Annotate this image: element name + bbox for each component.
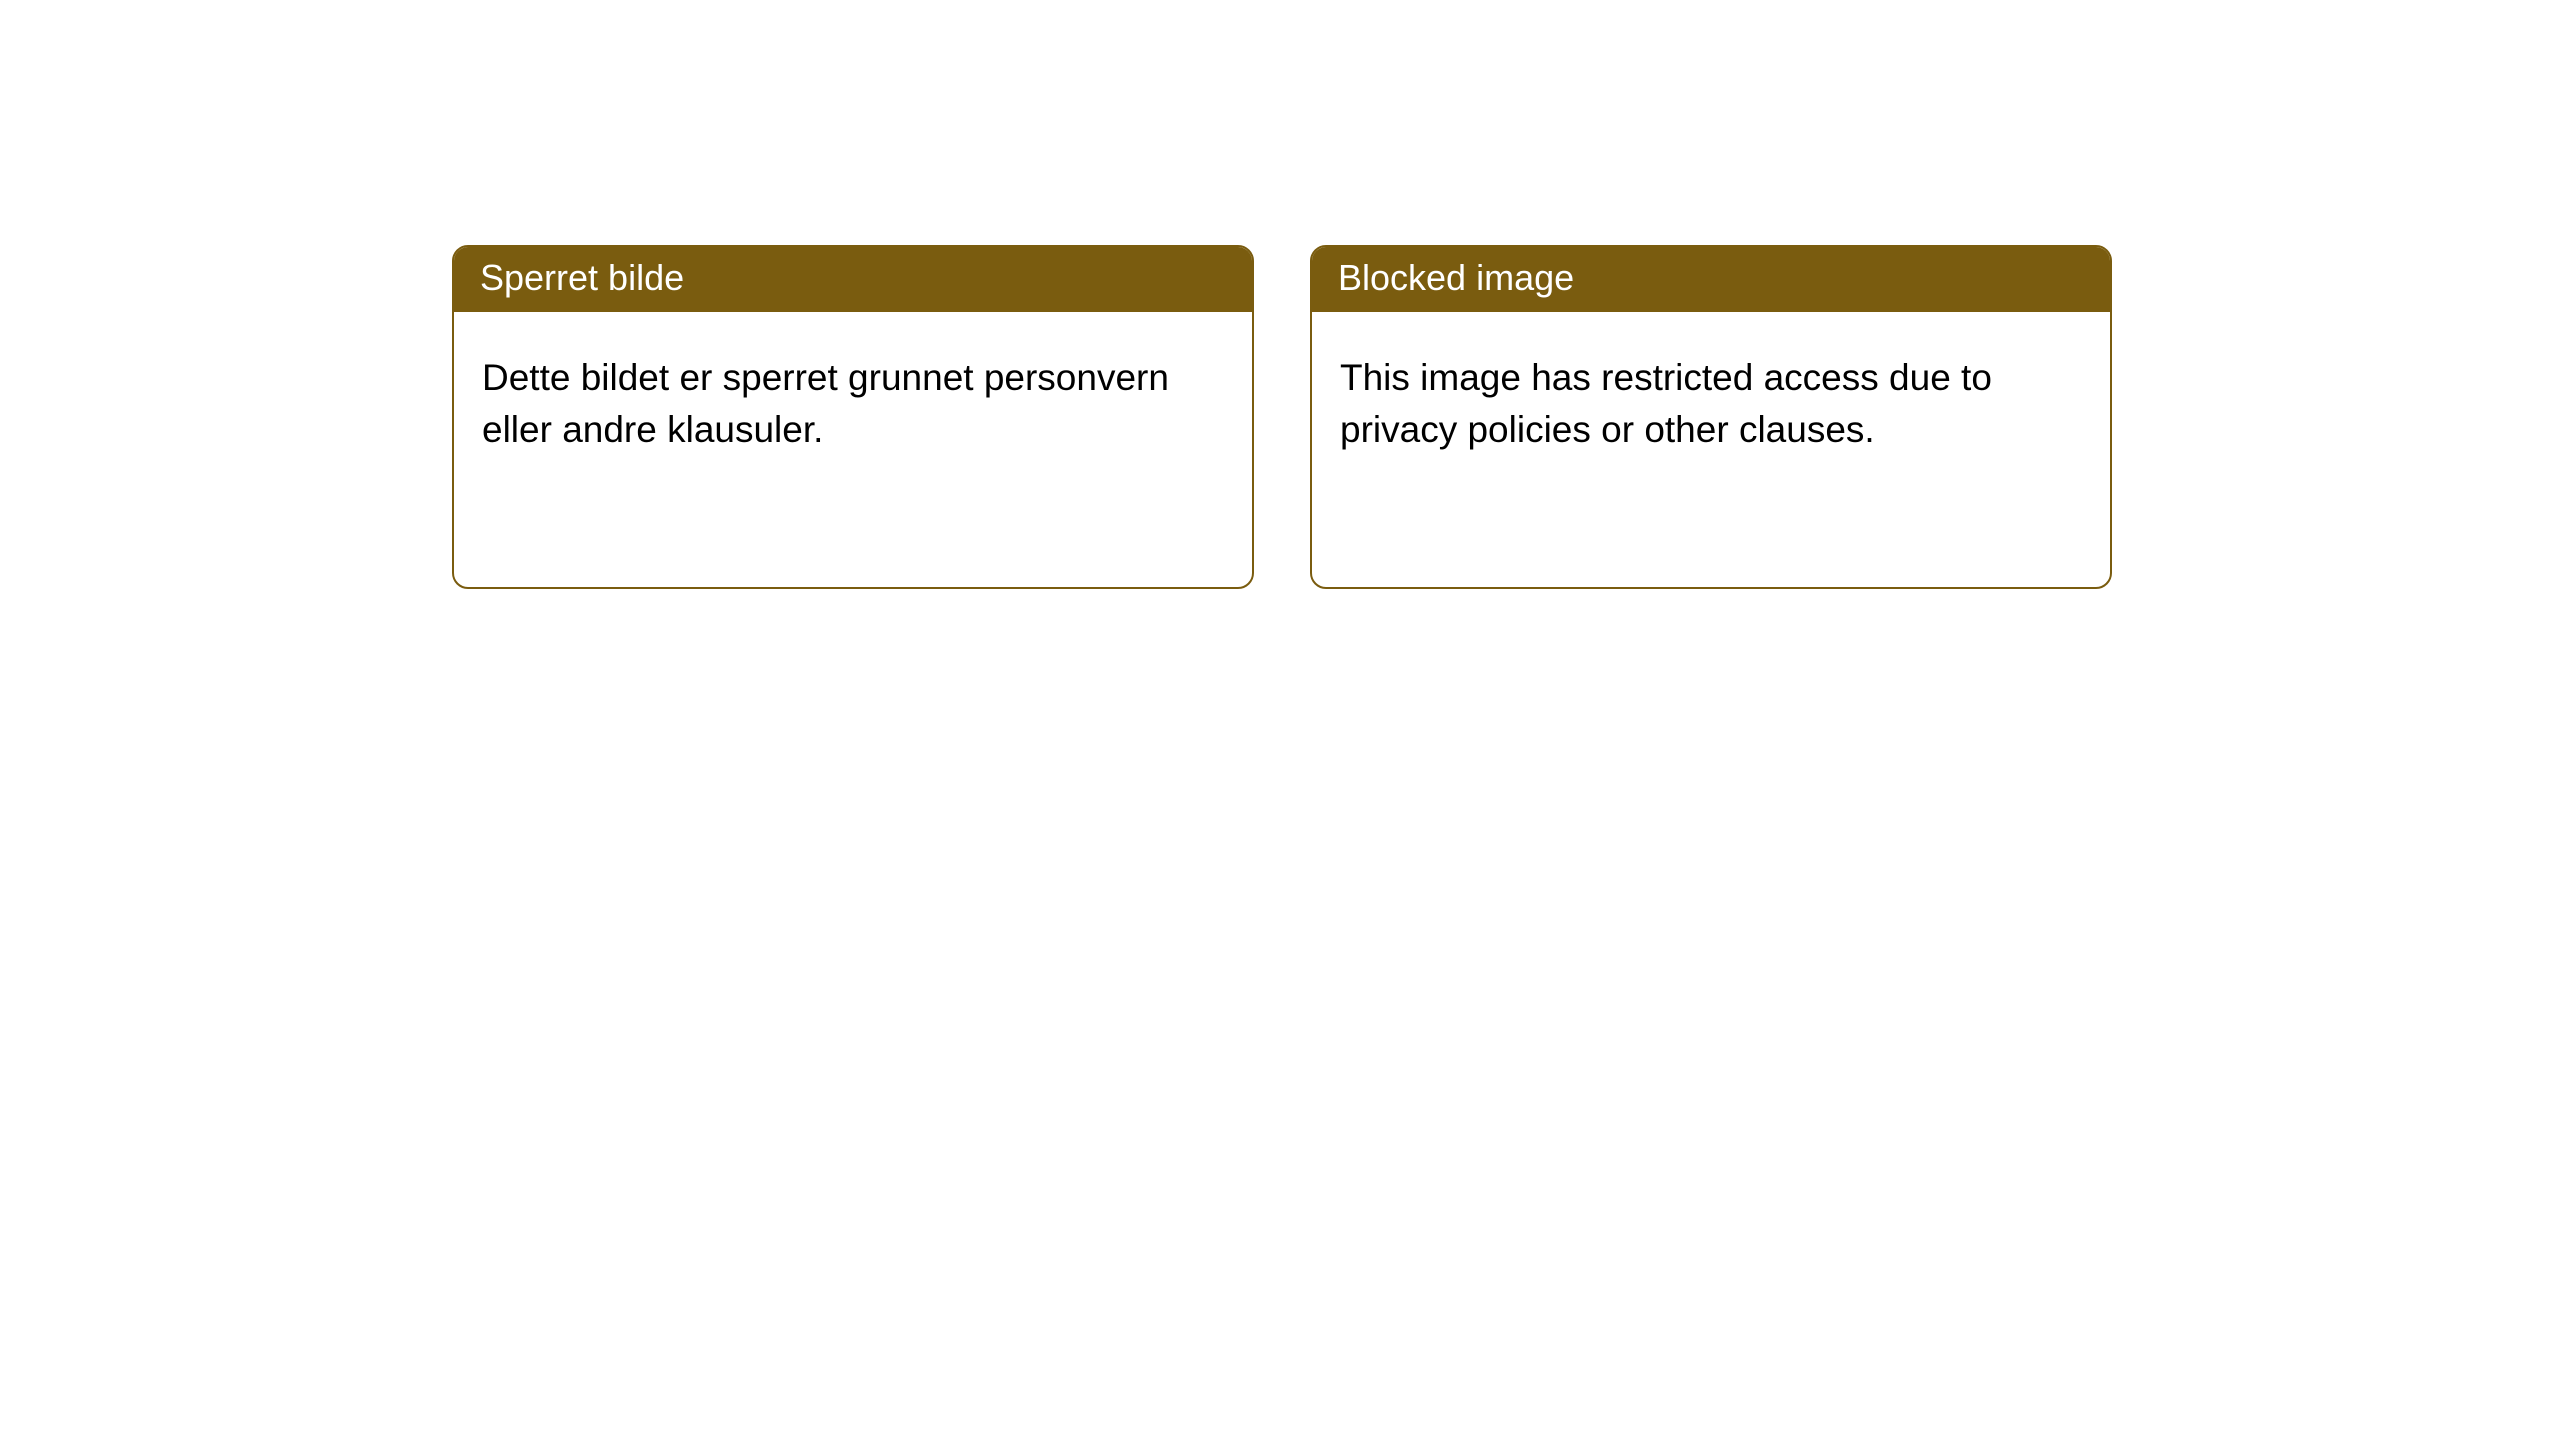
notice-header: Blocked image xyxy=(1312,247,2110,312)
notice-container: Sperret bilde Dette bildet er sperret gr… xyxy=(0,0,2560,589)
notice-card-english: Blocked image This image has restricted … xyxy=(1310,245,2112,589)
notice-card-norwegian: Sperret bilde Dette bildet er sperret gr… xyxy=(452,245,1254,589)
notice-body: This image has restricted access due to … xyxy=(1312,312,2110,587)
notice-body: Dette bildet er sperret grunnet personve… xyxy=(454,312,1252,587)
notice-header: Sperret bilde xyxy=(454,247,1252,312)
